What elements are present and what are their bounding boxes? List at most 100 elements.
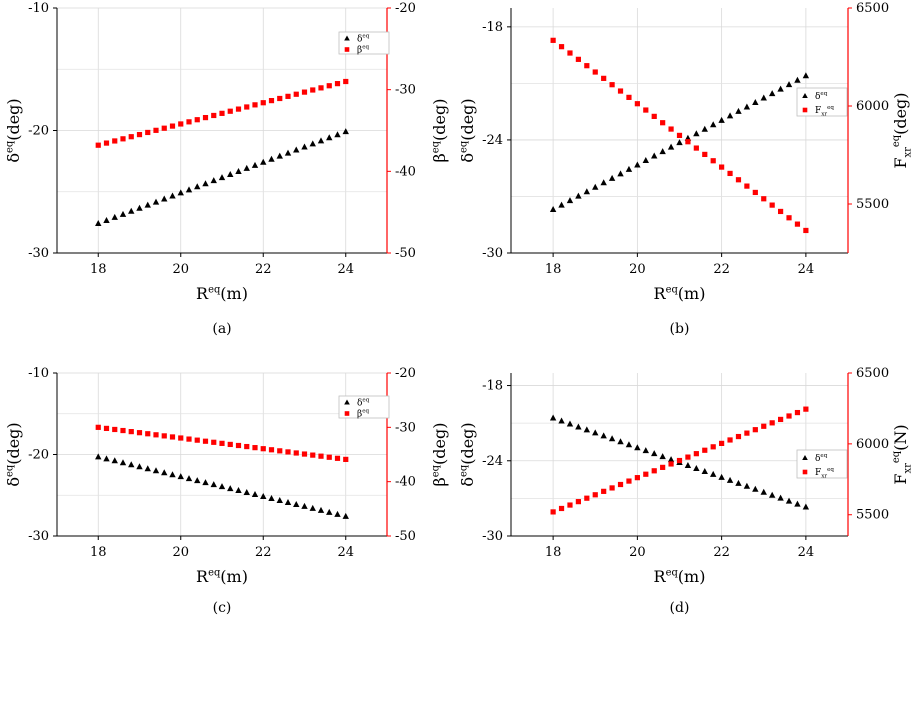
data-point-triangle: [743, 103, 751, 110]
y-right-tick-label: 6000: [856, 99, 889, 114]
data-point-triangle: [592, 429, 599, 436]
x-tick-label: 22: [255, 545, 272, 560]
panel-caption: (d): [670, 600, 690, 616]
data-point-triangle: [194, 183, 201, 190]
y-axis-left-label-tail: (deg): [458, 98, 477, 140]
y-left-tick-label: -24: [482, 133, 503, 148]
data-point-square: [161, 433, 167, 439]
x-tick-label: 20: [172, 545, 189, 560]
x-tick-label: 20: [629, 262, 646, 277]
data-point-square: [769, 202, 775, 208]
data-point-square: [617, 481, 624, 488]
data-point-square: [794, 221, 801, 227]
y-axis-left-label-sup: eq: [4, 140, 15, 153]
legend-marker-triangle: [344, 399, 350, 405]
data-point-triangle: [95, 453, 102, 460]
data-point-triangle: [676, 139, 683, 146]
data-point-triangle: [802, 72, 810, 79]
y-axis-right-label-sub: xr: [902, 147, 913, 158]
y-axis-left-label-tail: (deg): [458, 422, 477, 464]
data-point-square: [660, 464, 666, 470]
y-axis-right-label-base: β: [430, 477, 449, 486]
data-point-square: [558, 505, 565, 512]
data-point-square: [643, 471, 649, 477]
y-left-tick-label: -10: [28, 366, 49, 381]
data-point-triangle: [218, 483, 226, 490]
y-axis-right-label-tail: (deg): [430, 99, 449, 141]
data-point-triangle: [161, 469, 168, 476]
data-point-triangle: [752, 99, 759, 106]
y-right-tick-label: -40: [395, 164, 416, 179]
x-tick-label: 18: [90, 545, 107, 560]
data-point-square: [634, 475, 640, 481]
data-point-triangle: [119, 459, 127, 466]
data-point-square: [601, 488, 607, 494]
data-point-triangle: [293, 500, 300, 507]
legend-label-base: δ: [357, 35, 362, 45]
legend-label-sub: xr: [821, 474, 827, 480]
data-point-square: [584, 63, 590, 69]
data-point-triangle: [617, 170, 624, 177]
data-point-triangle: [161, 195, 168, 202]
data-point-triangle: [128, 461, 135, 468]
data-point-triangle: [575, 423, 582, 430]
y-left-tick-label: -24: [482, 454, 503, 469]
data-point-square: [651, 113, 657, 119]
data-point-square: [719, 164, 725, 170]
data-point-square: [761, 423, 767, 429]
y-axis-left-label-base: δ: [4, 153, 23, 163]
chart-panel-4: 18 20 22 24-30-24-18550060006500Req(m)δeq(d…: [458, 366, 913, 616]
x-axis-label-tail: (m): [220, 284, 248, 303]
data-point-square: [136, 430, 143, 436]
legend-label: δeq: [815, 91, 828, 102]
data-point-square: [235, 106, 242, 112]
data-point-triangle: [276, 152, 283, 159]
data-point-square: [710, 444, 716, 450]
y-axis-right-label-sup: eq: [430, 140, 441, 153]
y-right-tick-label: 5500: [856, 508, 889, 523]
data-point-triangle: [227, 171, 234, 177]
data-point-square: [301, 89, 308, 95]
legend-label-base: β: [357, 410, 362, 420]
y-axis-right-label-base: F: [891, 473, 910, 484]
data-point-square: [153, 432, 159, 438]
data-point-square: [120, 136, 126, 142]
x-tick-label: 24: [798, 545, 815, 560]
x-axis-label-sup: eq: [208, 567, 221, 578]
data-point-square: [702, 447, 708, 453]
data-point-triangle: [566, 420, 574, 427]
y-left-tick-label: -20: [28, 448, 49, 463]
legend-label-sup: eq: [827, 105, 834, 111]
legend-box: [338, 31, 390, 55]
data-point-square: [685, 454, 691, 460]
x-tick-label: 22: [713, 545, 730, 560]
x-tick-label: 20: [629, 545, 646, 560]
data-point-square: [550, 37, 556, 43]
data-point-square: [285, 449, 291, 455]
data-point-triangle: [210, 177, 217, 184]
data-point-triangle: [243, 164, 250, 171]
data-point-square: [145, 129, 151, 136]
data-point-triangle: [718, 473, 725, 480]
data-point-square: [268, 447, 275, 453]
data-point-triangle: [202, 180, 209, 187]
data-point-square: [334, 81, 341, 87]
data-point-square: [601, 75, 607, 81]
data-point-square: [211, 112, 217, 119]
y-right-tick-label: 6500: [856, 366, 889, 381]
data-point-square: [227, 441, 233, 448]
legend-marker-square: [802, 107, 808, 113]
data-point-square: [169, 434, 176, 440]
data-point-square: [318, 453, 324, 459]
data-point-square: [285, 93, 291, 99]
y-axis-right-label-sup: eq: [430, 464, 441, 477]
data-point-square: [592, 492, 598, 498]
legend-marker-square: [802, 469, 808, 475]
data-point-triangle: [235, 487, 242, 494]
data-point-triangle: [251, 491, 259, 498]
data-point-square: [186, 119, 192, 125]
data-point-square: [567, 502, 573, 508]
data-point-square: [550, 509, 556, 515]
data-point-square: [609, 82, 615, 88]
